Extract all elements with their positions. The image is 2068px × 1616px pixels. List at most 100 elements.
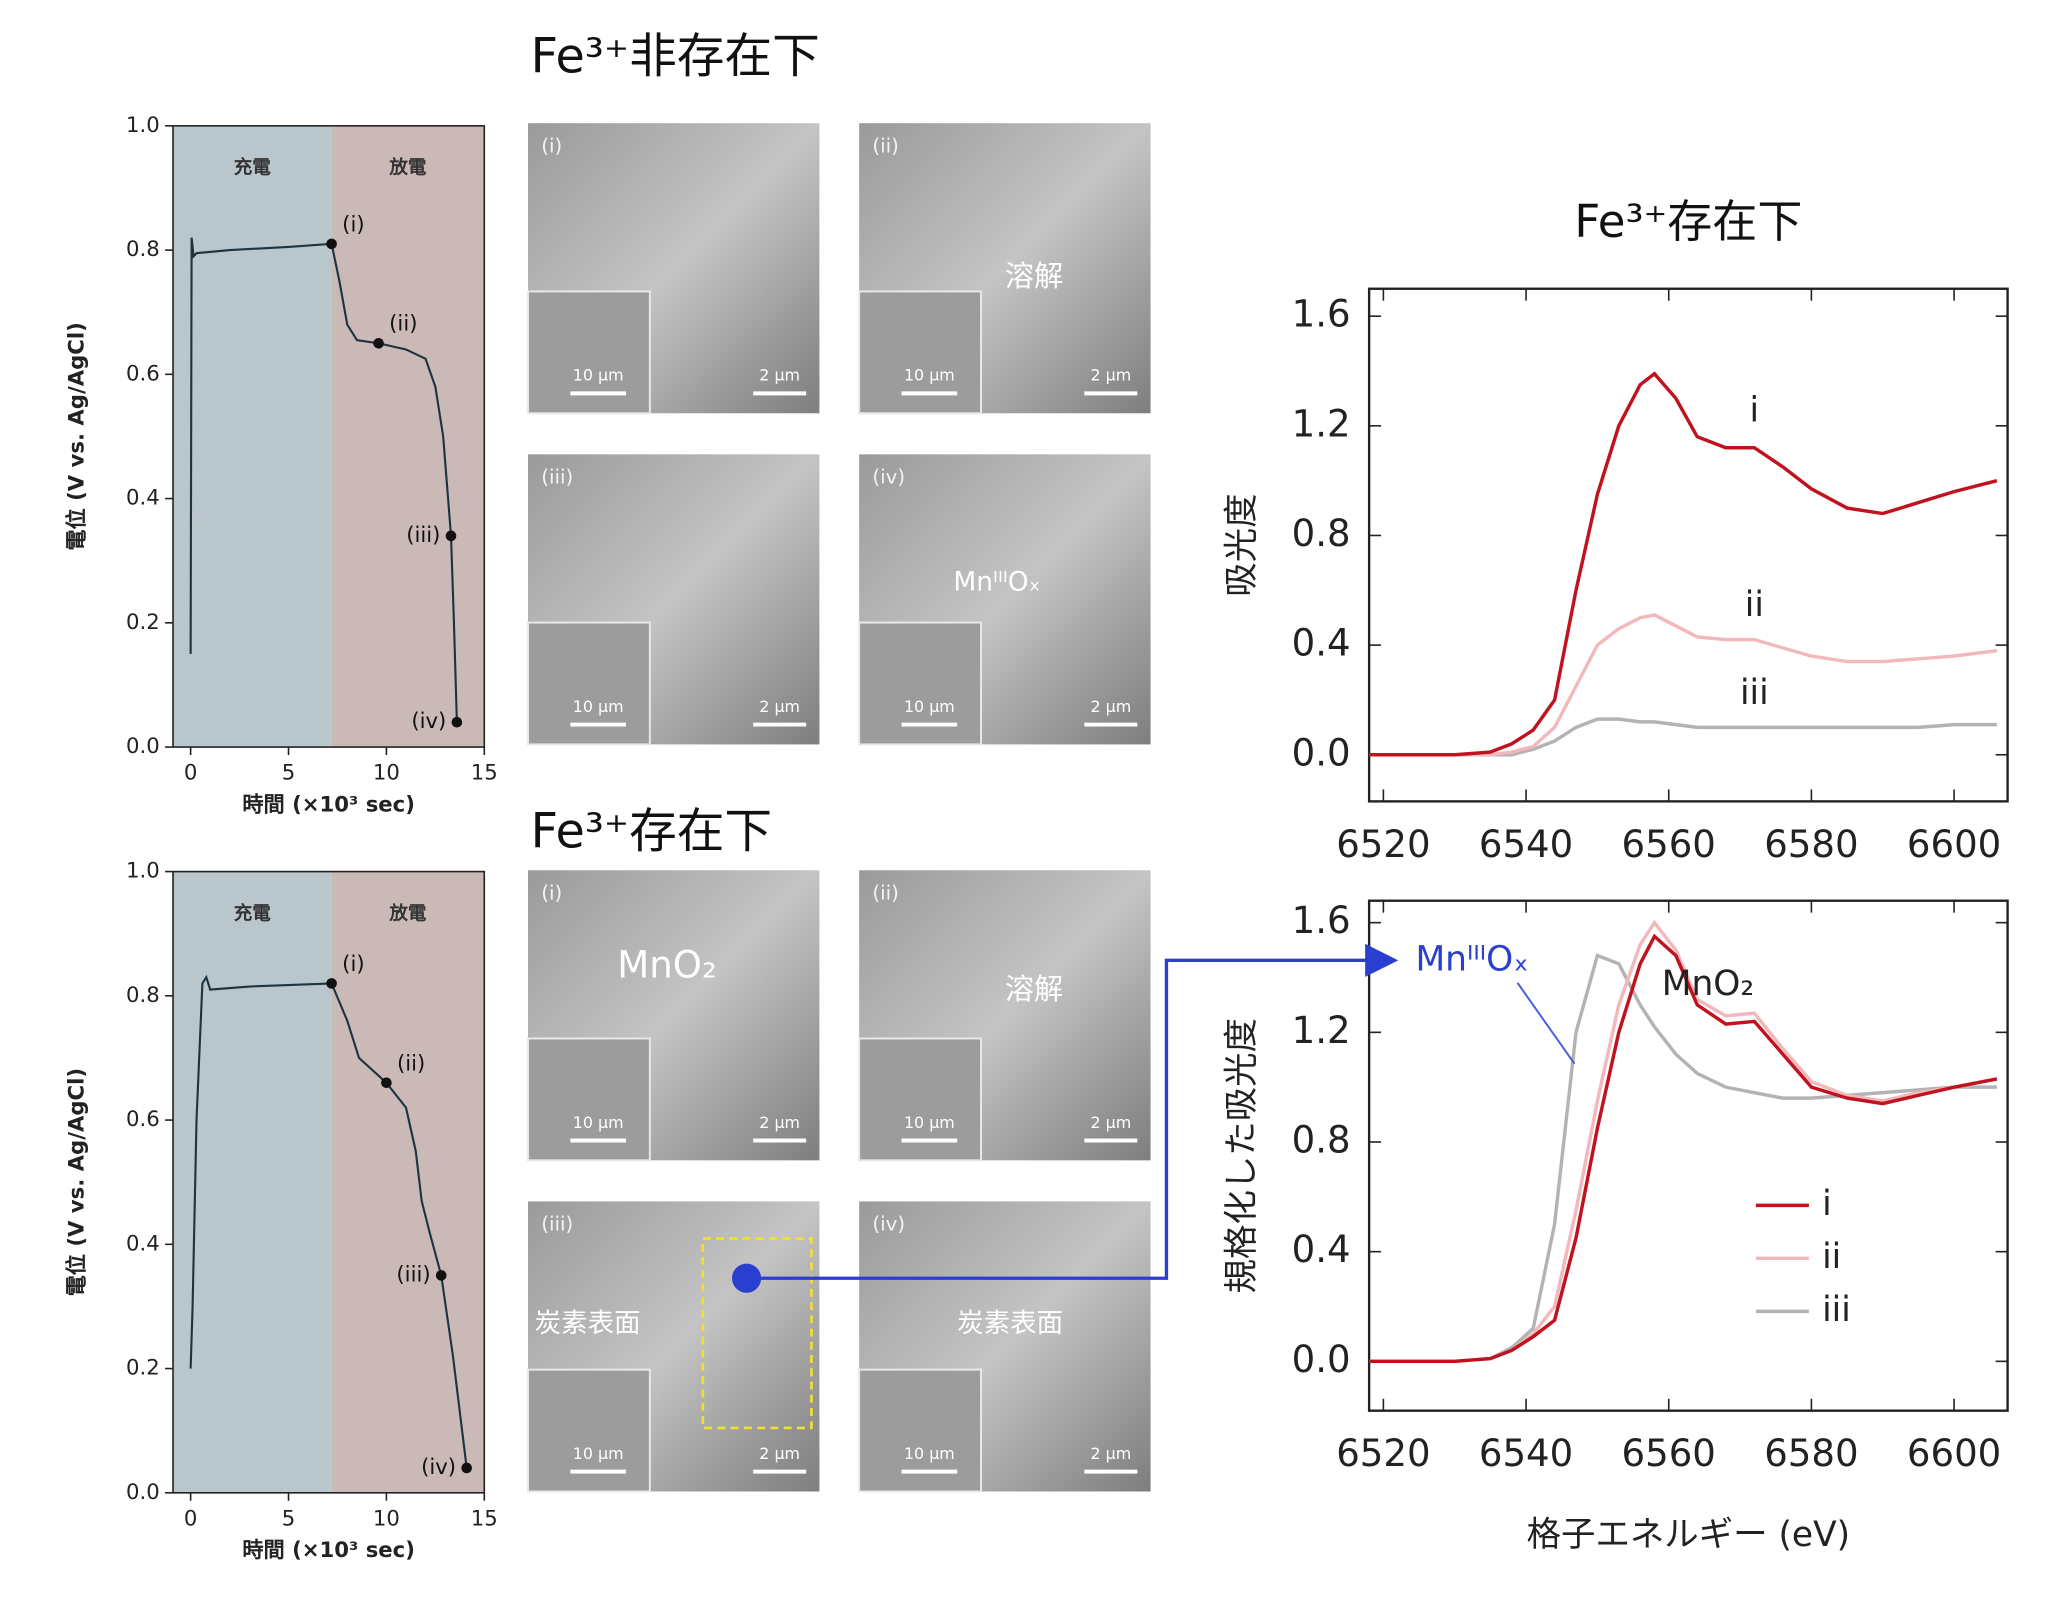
series-line	[1369, 933, 1998, 1364]
x-axis-label: 格子エネルギー (eV)	[1527, 1515, 1850, 1555]
x-tick-label: 0	[184, 1505, 197, 1530]
inset-scale-label: 10 µm	[573, 1113, 624, 1132]
point-label: (i)	[342, 951, 364, 976]
chart-title: Fe³⁺存在下	[1574, 195, 1802, 248]
y-tick-label: 0.6	[126, 1106, 160, 1131]
chart-layer: 充電 放電0 5 10 150.00.20.40.60.81.0時間 (×10³ sec…	[64, 112, 2009, 1563]
x-tick-label: 0	[184, 760, 197, 785]
region	[331, 125, 485, 748]
point	[451, 716, 463, 728]
chart: 充電 放電 0 5 10 15 0.0 0.2 0.4 0.6 0.8 1.0 時間 (×10³ sec…	[64, 112, 498, 817]
y-axis-label: 電位 (V vs. Ag/AgCl)	[64, 1068, 89, 1296]
scale-label: 2 µm	[759, 1444, 800, 1463]
scale-label: 2 µm	[759, 697, 800, 716]
series-line	[1369, 371, 1998, 757]
scale-label: 2 µm	[1090, 366, 1131, 385]
series-line	[189, 974, 468, 1469]
y-tick-label: 0.0	[126, 1479, 160, 1504]
series-line	[1369, 613, 1998, 757]
panel-label: (i)	[541, 135, 562, 158]
y-tick-label: 0.4	[126, 1230, 160, 1255]
panel-label: (ii)	[872, 135, 899, 158]
legend-label: ii	[1822, 1237, 1841, 1277]
chart: 充電 放電 0 5 10 15 0.0 0.2 0.4 0.6 0.8 1.0 時間 (×10³ sec…	[64, 858, 498, 1563]
section-title: Fe³⁺非存在下	[531, 30, 820, 85]
panel-label: (iv)	[872, 1213, 905, 1236]
scale-label: 2 µm	[1090, 697, 1131, 716]
annotation: ii	[1745, 585, 1764, 625]
panel-note: MnᴵᴵᴵOₓ	[953, 566, 1040, 597]
inset-scale-label: 10 µm	[904, 1113, 955, 1132]
panel-note: MnO₂	[617, 943, 717, 986]
x-tick-label: 6520	[1336, 1432, 1430, 1475]
panel-label: (ii)	[872, 882, 899, 905]
plot-frame	[172, 870, 486, 1494]
region	[173, 125, 332, 748]
point-label: (iii)	[406, 522, 440, 547]
scale-label: 2 µm	[759, 1113, 800, 1132]
point-label: (ii)	[389, 311, 417, 336]
y-tick-label: 0.8	[126, 236, 160, 261]
chart: 6520 6540 6560 6580 6600 0.0 0.4 0.8 1.2 1.6 吸光度 Fe…	[1222, 195, 2009, 866]
x-axis-label: 時間 (×10³ sec)	[242, 1537, 415, 1562]
y-tick-label: 0.4	[126, 485, 160, 510]
y-axis-label: 吸光度	[1222, 493, 1262, 596]
panel-note: 炭素表面	[535, 1308, 641, 1339]
pointer-dot	[731, 1263, 762, 1293]
y-tick-label: 0.8	[1292, 1118, 1351, 1161]
scale-label: 2 µm	[1090, 1444, 1131, 1463]
inset-scale-label: 10 µm	[904, 697, 955, 716]
x-tick-label: 6560	[1622, 1432, 1716, 1475]
x-tick-label: 6580	[1764, 1432, 1858, 1475]
y-tick-label: 0.6	[126, 360, 160, 385]
y-tick-label: 1.0	[126, 112, 160, 137]
point	[326, 978, 337, 989]
panel-label: (iii)	[541, 466, 573, 489]
y-tick-label: 0.2	[126, 1355, 160, 1380]
scale-label: 2 µm	[759, 366, 800, 385]
y-tick-label: 1.2	[1292, 1009, 1351, 1052]
x-tick-label: 6540	[1479, 1432, 1573, 1475]
sem-inset	[858, 290, 983, 415]
point	[435, 1270, 447, 1281]
y-tick-label: 1.6	[1292, 293, 1351, 336]
legend-label: iii	[1822, 1290, 1851, 1330]
y-tick-label: 1.6	[1292, 899, 1351, 942]
y-tick-label: 1.0	[126, 858, 160, 883]
panel-note: 溶解	[1005, 259, 1063, 293]
inset-scale-label: 10 µm	[904, 366, 955, 385]
plot-frame	[172, 125, 486, 748]
point-label: (iv)	[421, 1454, 456, 1479]
x-tick-label: 6580	[1764, 823, 1858, 866]
x-tick-label: 5	[282, 760, 295, 785]
annotation-leader	[1516, 982, 1576, 1065]
plot-frame	[1367, 287, 2009, 803]
point	[373, 337, 384, 349]
y-tick-label: 0.4	[1292, 1228, 1351, 1271]
series-line	[189, 237, 458, 723]
point-label: (i)	[342, 211, 364, 236]
legend-label: i	[1822, 1184, 1832, 1224]
point-label: (iii)	[396, 1261, 430, 1286]
x-tick-label: 10	[373, 760, 400, 785]
region-label: 充電	[234, 902, 272, 924]
x-tick-label: 15	[471, 1505, 498, 1530]
inset-scale-label: 10 µm	[573, 1444, 624, 1463]
pointer-arrow	[746, 943, 1399, 1280]
plot-frame	[1367, 899, 2009, 1412]
annotation: MnO₂	[1662, 964, 1754, 1004]
x-tick-label: 10	[373, 1505, 400, 1530]
x-tick-label: 15	[471, 760, 498, 785]
highlight-box	[701, 1237, 813, 1430]
y-tick-label: 1.2	[1292, 402, 1351, 445]
y-axis-label: 規格化した吸光度	[1222, 1018, 1262, 1293]
inset-scale-label: 10 µm	[573, 697, 624, 716]
point	[445, 530, 457, 542]
x-axis-label: 時間 (×10³ sec)	[242, 791, 415, 816]
y-tick-label: 0.8	[126, 982, 160, 1007]
x-tick-label: 6600	[1907, 1432, 2001, 1475]
scale-label: 2 µm	[1090, 1113, 1131, 1132]
y-tick-label: 0.4	[1292, 622, 1351, 665]
